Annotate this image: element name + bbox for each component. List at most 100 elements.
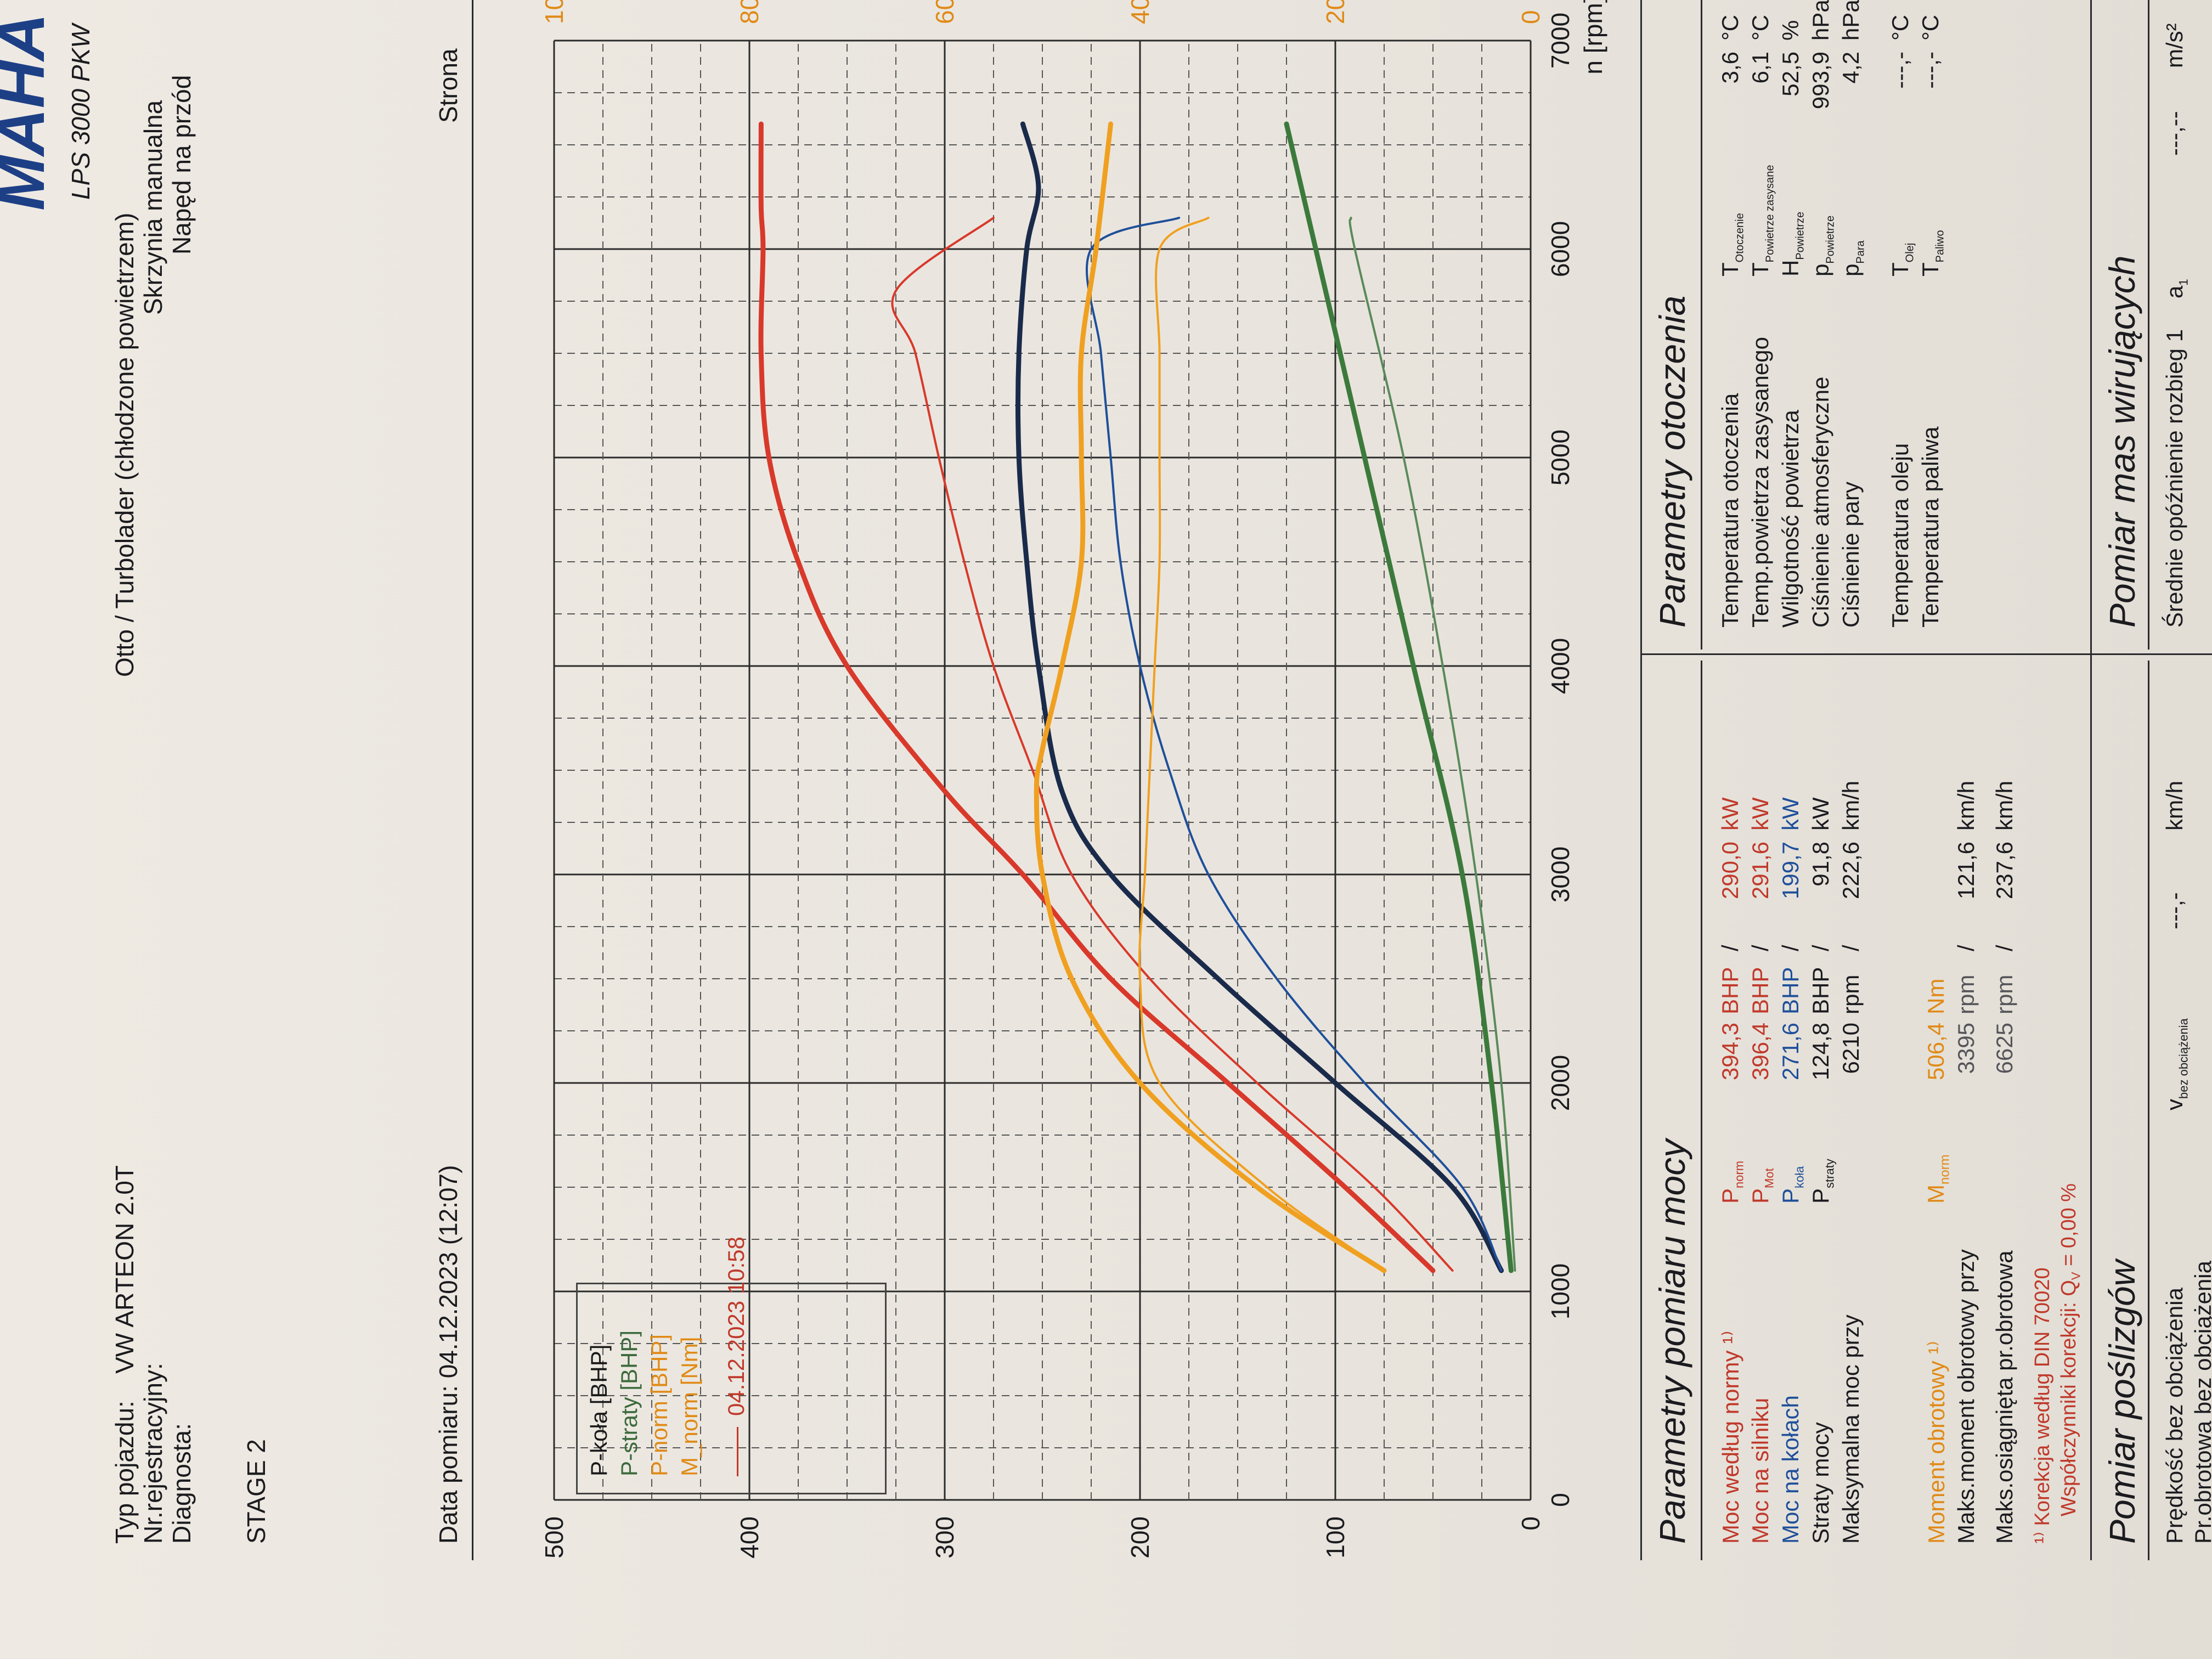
power-row-symbol-sub: norm <box>1732 1160 1746 1188</box>
legend-item-p-kola: P-koła [BHP] <box>586 1344 612 1476</box>
power-row-value-2: 199,7 <box>1778 842 1803 900</box>
rotating-unit: m/s² <box>2162 23 2187 68</box>
chart-series <box>758 121 1516 1273</box>
x-tick-label: 4000 <box>1546 638 1575 694</box>
ambient-row-value: 52,5 <box>1778 52 1803 97</box>
legend-run-date: 04.12.2023 10:58 <box>723 1237 749 1416</box>
x-tick-label: 7000 <box>1546 13 1575 69</box>
power-row-unit-2: kW <box>1747 797 1773 831</box>
y-left-tick-label: 300 <box>930 1516 959 1559</box>
series-line-m-norm-nm-thick <box>1034 121 1387 1273</box>
chart-bottom-divider <box>1640 0 1642 1560</box>
ambient-row-symbol-sub: Powietrze zasysane <box>1764 165 1776 263</box>
footnote-correction-value: = 0,00 % <box>2057 1183 2080 1266</box>
chart-legend: P-koła [BHP] P-straty [BHP] P-norm [BHP]… <box>576 1237 887 1494</box>
ambient-row-unit: °C <box>1717 14 1743 41</box>
max-rpm-speed-unit: km/h <box>1991 780 2017 831</box>
ambient-row-label: Temperatura otoczenia <box>1717 393 1743 628</box>
power-row-symbol-main: P <box>1717 1188 1743 1204</box>
ambient-row-value: 6,1 <box>1747 52 1773 84</box>
ambient-row-label: Ciśnienie pary <box>1838 481 1864 628</box>
ambient-row-label: Temperatura paliwa <box>1917 426 1943 628</box>
slip-symbol: vbez obciążenia <box>2162 1018 2191 1110</box>
footnote-din: ¹⁾ Korekcja według DIN 70020 <box>2031 1267 2054 1544</box>
power-row-label: Moc na silniku <box>1747 1397 1773 1544</box>
y-right-tick-label: 1000 <box>540 0 568 24</box>
power-row-unit-1: BHP <box>1778 967 1803 1014</box>
footnote-correction-text: Współczynniki korekcji: Q <box>2057 1280 2080 1516</box>
ambient-row-symbol-sub: Olej <box>1904 242 1916 263</box>
max-rpm-value: 6625 <box>1991 1023 2017 1074</box>
torque-at-speed-unit: km/h <box>1953 780 1979 831</box>
ambient-row-symbol-main: p <box>1808 263 1833 276</box>
rotating-value: ---,-- <box>2162 111 2187 156</box>
ambient-row-symbol-main: H <box>1778 259 1803 276</box>
ambient-row-symbol-main: T <box>1917 262 1943 276</box>
x-tick-label: 1000 <box>1546 1263 1575 1319</box>
max-rpm-unit: rpm <box>1991 974 2017 1014</box>
power-row-slash: / <box>1747 945 1773 951</box>
y-left-tick-label: 400 <box>735 1516 764 1559</box>
ambient-row-unit: % <box>1778 20 1803 41</box>
rotating-title-underline <box>2148 0 2149 650</box>
chart-grid <box>553 40 1532 1501</box>
legend-item-p-norm: P-norm [BHP] <box>646 1334 672 1476</box>
power-row-symbol-sub: koła <box>1792 1166 1807 1188</box>
power-row-symbol-sub: straty <box>1822 1159 1837 1188</box>
ambient-row-symbol-sub: Paliwo <box>1934 230 1946 263</box>
ambient-row-value: ---,- <box>1887 52 1913 89</box>
slash-sep-1: / <box>1953 945 1979 951</box>
power-section-title: Parametry pomiaru mocy <box>1652 1139 1692 1544</box>
lower-divider <box>2090 0 2092 1560</box>
ambient-row-value: ---,- <box>1917 52 1943 89</box>
y-left-tick-label: 0 <box>1516 1516 1545 1531</box>
power-row-value-2: 290,0 <box>1717 842 1743 900</box>
slip-section-title: Pomiar poślizgów <box>2102 1260 2142 1544</box>
power-row-slash: / <box>1808 945 1833 951</box>
x-tick-label: 0 <box>1546 1493 1575 1507</box>
power-row-label: Moc według normy ¹⁾ <box>1718 1330 1743 1544</box>
power-row-symbol: Pstraty <box>1808 1159 1837 1204</box>
ambient-row-symbol-sub: Powietrze <box>1794 211 1807 260</box>
ambient-row-unit: °C <box>1887 14 1913 41</box>
power-row-symbol: Pnorm <box>1717 1161 1746 1204</box>
ambient-row-symbol-sub: Otoczenie <box>1734 213 1746 263</box>
rotating-section-title: Pomiar mas wirujących <box>2102 255 2142 628</box>
x-axis-label: n [rpm] <box>1579 0 1607 75</box>
torque-at-speed: 121,6 <box>1953 842 1979 900</box>
power-row-unit-1: BHP <box>1717 967 1743 1014</box>
ambient-row-value: 3,6 <box>1717 52 1743 84</box>
series-line-p-straty-bhp-thin <box>1348 217 1516 1272</box>
slip-row-rpm: Pr.obrotowa bez obciążenia <box>2190 1261 2212 1544</box>
y-left-tick-label: 200 <box>1126 1516 1154 1559</box>
x-tick-label: 2000 <box>1546 1055 1575 1111</box>
torque-symbol: Mnorm <box>1923 1154 1953 1204</box>
max-rpm-speed: 237,6 <box>1991 842 2017 900</box>
rotating-symbol-sub: 1 <box>2176 279 2191 286</box>
ambient-row-label: Wilgotność powietrza <box>1778 410 1803 628</box>
power-title-underline <box>1701 661 1702 1560</box>
power-row-label: Straty mocy <box>1808 1422 1833 1544</box>
ambient-row-value: 993,9 <box>1808 52 1833 110</box>
power-row-symbol-main: P <box>1778 1188 1803 1204</box>
ambient-row-label: Temperatura oleju <box>1887 443 1913 628</box>
power-row-value-2: 291,6 <box>1747 842 1773 900</box>
x-tick-label: 5000 <box>1546 430 1575 486</box>
power-row-unit-2: kW <box>1808 797 1833 831</box>
power-row-value-1: 396,4 <box>1747 1023 1773 1081</box>
torque-label: Moment obrotowy ¹⁾ <box>1923 1341 1949 1544</box>
torque-unit: Nm <box>1923 978 1949 1014</box>
power-row-unit-2: kW <box>1717 797 1743 831</box>
y-right-tick-label: 400 <box>1126 0 1154 24</box>
x-tick-label: 3000 <box>1546 847 1575 902</box>
power-row-slash: / <box>1838 945 1864 951</box>
power-row-value-1: 271,6 <box>1778 1023 1803 1081</box>
ambient-row-symbol-sub: Para <box>1854 240 1867 264</box>
y-left-tick-label: 100 <box>1321 1516 1350 1559</box>
power-row-value-2: 222,6 <box>1838 842 1864 900</box>
ambient-section-title: Parametry otoczenia <box>1652 295 1692 628</box>
legend-item-m-norm: M_norm [Nm] <box>676 1336 702 1476</box>
